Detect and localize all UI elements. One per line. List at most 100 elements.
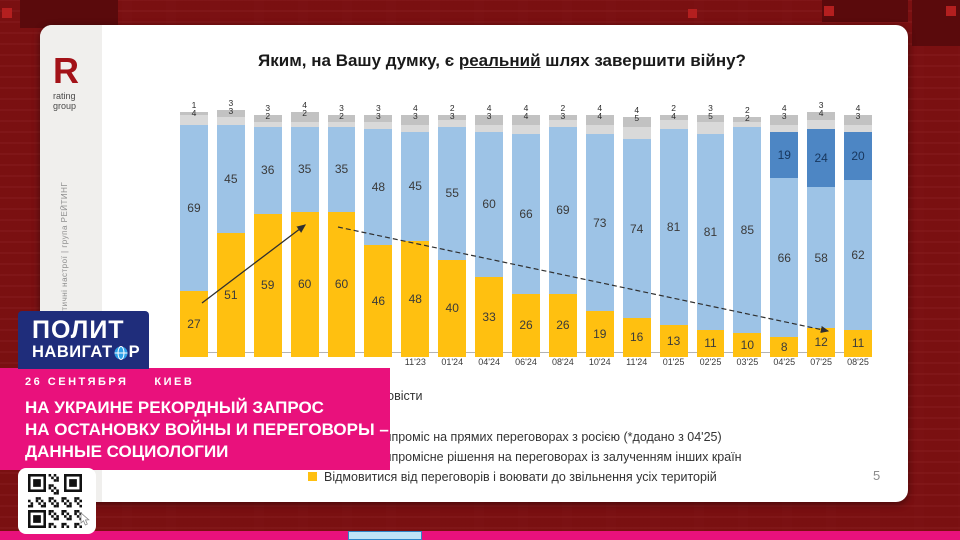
rating-group-logo: R rating group xyxy=(53,53,93,112)
bar-segment xyxy=(844,124,872,132)
cap-value-upper: 3 xyxy=(339,102,344,113)
news-banner: 26 СЕНТЯБРЯ КИЕВ НА УКРАИНЕ РЕКОРДНЫЙ ЗА… xyxy=(0,368,390,470)
x-tick-label: 08'25 xyxy=(847,357,869,367)
segment-value: 26 xyxy=(519,318,533,333)
cap-value-lower: 4 xyxy=(523,110,529,121)
cap-value-lower: 3 xyxy=(560,110,566,121)
x-tick-label: 01'25 xyxy=(662,357,685,367)
bar-segment xyxy=(585,114,614,125)
x-tick-label: 04'24 xyxy=(478,357,500,367)
ticker-accent-box xyxy=(348,531,422,540)
legend-swatch xyxy=(308,472,317,481)
banner-dateline: 26 СЕНТЯБРЯ КИЕВ xyxy=(25,376,194,388)
bar-segment xyxy=(438,119,467,127)
segment-value: 73 xyxy=(593,215,607,230)
slide-page-number: 5 xyxy=(873,468,881,483)
bar-segment: 8 xyxy=(770,337,799,357)
bar-04'25: 8 66 19 4 3 xyxy=(770,104,799,357)
bar-segment: 26 xyxy=(548,293,577,357)
segment-value: 35 xyxy=(334,162,349,177)
segment-value: 45 xyxy=(408,179,422,194)
qr-code-box xyxy=(18,468,96,534)
bar-08'24: 26 69 2 3 xyxy=(548,104,577,357)
legend-row: Шукати компромісне рішення на переговора… xyxy=(308,450,893,464)
bar-02'25: 11 81 3 5 xyxy=(696,104,725,357)
bar-segment xyxy=(253,122,282,127)
bar-segment: 40 xyxy=(438,260,467,357)
politnavigator-line1: ПОЛИТ xyxy=(32,316,125,344)
bar-segment: 13 xyxy=(659,325,688,357)
bar-segment: 85 xyxy=(733,126,762,333)
bar-segment: 48 xyxy=(401,240,430,357)
cap-value-lower: 3 xyxy=(449,110,455,121)
politnavigator-logo: ПОЛИТ НАВИГАТ Р xyxy=(18,311,149,369)
bar-06'24: 26 66 4 4 xyxy=(512,104,540,357)
segment-value: 66 xyxy=(519,207,533,222)
bar-segment xyxy=(807,112,836,120)
segment-value: 20 xyxy=(851,148,865,163)
segment-value: 11 xyxy=(851,336,865,351)
bar-segment: 26 xyxy=(512,293,540,357)
legend-row: Шукати компроміс на прямих переговорах з… xyxy=(308,430,893,444)
x-tick-label: 11'23 xyxy=(404,357,426,367)
bar-segment xyxy=(807,119,836,130)
segment-value: 51 xyxy=(224,288,238,303)
bar-segment xyxy=(475,114,504,125)
bg-red-square xyxy=(946,6,956,16)
bar-segment: 16 xyxy=(622,318,651,357)
x-tick-label: 02'25 xyxy=(699,357,722,367)
bar-segment xyxy=(696,122,725,135)
cap-value-lower: 2 xyxy=(265,110,271,121)
segment-value: 26 xyxy=(556,318,570,333)
cap-value-upper: 4 xyxy=(486,102,492,113)
qr-code xyxy=(28,474,82,528)
bar-segment xyxy=(548,114,577,120)
bar-segment xyxy=(364,114,393,123)
segment-value: 74 xyxy=(630,221,644,236)
x-tick-label xyxy=(291,357,319,367)
segment-value: 16 xyxy=(630,330,644,345)
bar-segment xyxy=(290,112,319,123)
bar-segment xyxy=(844,114,872,125)
segment-value: 12 xyxy=(814,335,828,350)
bar-segment xyxy=(290,122,319,127)
segment-value: 33 xyxy=(482,309,496,324)
bar-01'24: 40 55 2 3 xyxy=(438,104,467,357)
bar-segment: 60 xyxy=(475,131,504,277)
bar-segment: 24 xyxy=(807,129,836,188)
bar-segment xyxy=(622,117,651,127)
cap-value-lower: 5 xyxy=(634,113,640,124)
cap-value-upper: 2 xyxy=(449,102,455,113)
bar-segment: 66 xyxy=(512,134,540,294)
bar-segment xyxy=(253,114,282,123)
cap-value-lower: 2 xyxy=(339,110,344,121)
bar-segment: 19 xyxy=(585,310,614,357)
segment-value: 11 xyxy=(704,336,717,351)
cap-value-lower: 3 xyxy=(486,110,492,121)
cap-value-lower: 2 xyxy=(302,108,307,119)
bar-segment: 62 xyxy=(844,180,872,331)
chart-plot-area: 27 69 1 4 51 45 3 3 59 36 3 2 60 35 4 2 60 35 3 2 46 48 3 3 48 45… xyxy=(180,99,872,357)
hand-cursor-icon xyxy=(80,512,90,526)
cap-value-upper: 4 xyxy=(855,102,861,113)
bar-segment xyxy=(327,122,356,127)
bar-segment xyxy=(512,114,540,125)
bar-segment xyxy=(364,122,393,130)
banner-headline: НА УКРАИНЕ РЕКОРДНЫЙ ЗАПРОС НА ОСТАНОВКУ… xyxy=(25,398,389,461)
segment-value: 13 xyxy=(666,334,681,349)
politnavigator-line2: НАВИГАТ Р xyxy=(32,343,141,361)
bar-segment: 36 xyxy=(253,126,282,215)
bar-segment: 12 xyxy=(807,327,836,357)
cap-value-upper: 1 xyxy=(191,100,197,111)
bar-col-4: 60 35 4 2 xyxy=(290,101,319,357)
bar-segment xyxy=(696,114,725,123)
bar-segment xyxy=(475,124,504,132)
chart-title-underlined-word: реальний xyxy=(458,51,541,70)
segment-value: 58 xyxy=(814,250,828,265)
segment-value: 45 xyxy=(224,171,238,186)
x-tick-label: 04'25 xyxy=(773,357,796,367)
cap-value-lower: 4 xyxy=(818,108,824,119)
x-tick-label xyxy=(217,357,245,367)
segment-value: 48 xyxy=(371,180,386,195)
segment-value: 60 xyxy=(334,277,349,292)
